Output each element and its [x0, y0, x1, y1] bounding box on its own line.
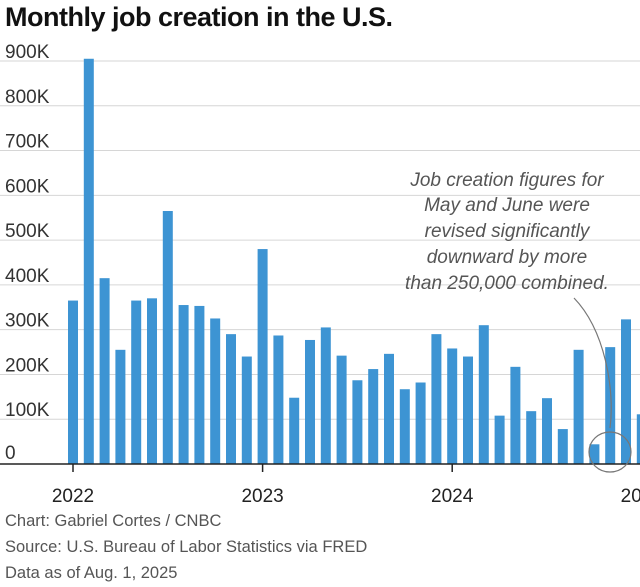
footer-credit: Chart: Gabriel Cortes / CNBC	[5, 512, 222, 530]
x-tick-label-2022: 2022	[52, 486, 94, 507]
bar-2024-04	[494, 415, 505, 464]
y-tick-label: 800K	[5, 87, 50, 108]
x-tick-label-2025: 2025	[621, 486, 640, 507]
bar-2024-10	[589, 444, 600, 464]
bar-2022-08	[178, 305, 189, 464]
bar-2022-10	[210, 318, 221, 464]
bar-2022-03	[99, 278, 110, 464]
bar-2023-04	[305, 339, 315, 464]
footer-source: Source: U.S. Bureau of Labor Statistics …	[5, 538, 368, 556]
chart-title: Monthly job creation in the U.S.	[5, 2, 393, 32]
y-tick-label: 0	[5, 443, 16, 464]
y-tick-label: 100K	[5, 400, 50, 421]
bar-2024-01	[447, 348, 458, 464]
footer-asof: Data as of Aug. 1, 2025	[5, 564, 178, 582]
y-tick-label: 900K	[5, 42, 50, 63]
bar-2023-08	[368, 369, 379, 464]
bar-2024-03	[478, 325, 489, 464]
bar-2023-07	[352, 380, 363, 464]
bar-2022-02	[83, 58, 94, 465]
bar-2024-02	[463, 356, 473, 464]
bar-2023-05	[320, 327, 331, 464]
bar-2024-07	[542, 398, 552, 464]
bar-2024-09	[573, 349, 584, 464]
bar-2024-05	[510, 366, 521, 464]
bar-2022-11	[226, 334, 236, 464]
bar-2022-04	[115, 349, 126, 464]
annotation-line-5: than 250,000 combined.	[405, 273, 609, 294]
x-axis-ticks: 2022 2023 2024 2025	[52, 464, 640, 507]
annotation-leader-line	[573, 297, 612, 429]
bar-2022-12	[241, 356, 252, 464]
y-tick-label: 500K	[5, 221, 50, 242]
x-tick-label-2023: 2023	[241, 486, 283, 507]
bar-2022-01	[68, 300, 78, 464]
bar-2022-09	[194, 305, 205, 464]
bar-2023-01	[257, 249, 268, 464]
bar-2024-11	[605, 347, 616, 464]
bar-2025-01	[636, 414, 640, 464]
y-tick-label: 200K	[5, 355, 50, 376]
x-tick-label-2024: 2024	[431, 486, 474, 507]
bar-2023-12	[431, 334, 442, 464]
bars	[68, 58, 640, 465]
bar-2023-03	[289, 397, 300, 464]
y-tick-label: 300K	[5, 311, 50, 332]
bar-chart: 0 100K 200K 300K 400K 500K 600K 700K 800K 900K 20…	[0, 42, 640, 507]
y-axis-ticks: 0 100K 200K 300K 400K 500K 600K 700K 800K 900K	[5, 42, 50, 464]
annotation-line-3: revised significantly	[425, 221, 591, 242]
bar-2023-09	[384, 353, 394, 464]
annotation-highlight-circle	[588, 431, 632, 473]
bar-2022-07	[162, 211, 173, 464]
bar-2023-11	[415, 382, 426, 464]
bar-2022-06	[147, 298, 157, 464]
annotation: Job creation figures for May and June we…	[405, 170, 632, 473]
bar-2024-08	[557, 429, 568, 464]
annotation-line-2: May and June were	[424, 195, 590, 216]
y-tick-label: 400K	[5, 266, 50, 287]
bar-2023-02	[273, 335, 284, 464]
bar-2022-05	[131, 300, 142, 464]
bar-2023-06	[336, 355, 347, 464]
annotation-line-4: downward by more	[427, 247, 588, 268]
y-tick-label: 700K	[5, 132, 50, 153]
bar-2024-12	[621, 319, 631, 464]
bar-2024-06	[526, 411, 537, 464]
y-tick-label: 600K	[5, 176, 50, 197]
annotation-line-1: Job creation figures for	[409, 170, 604, 191]
bar-2023-10	[399, 389, 410, 464]
